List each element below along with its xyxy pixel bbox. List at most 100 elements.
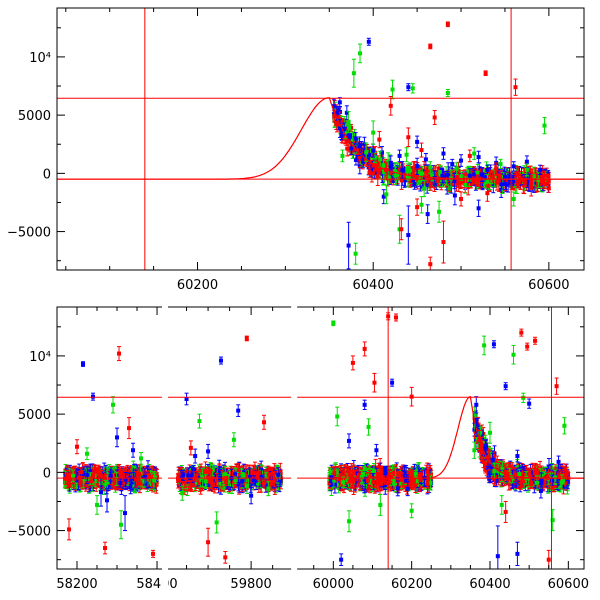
data-point [372,163,377,168]
data-point [343,130,348,135]
data-point [503,181,508,186]
top-series-point [452,185,457,206]
data-point [463,182,468,187]
data-point [396,174,401,179]
top-plot-data [57,8,584,270]
data-point [366,39,371,44]
data-point [428,262,433,267]
data-point [499,182,504,187]
data-point [417,172,422,177]
data-point [361,153,366,158]
top-y-tick-label: 10⁴ [29,51,51,66]
data-point [362,142,367,147]
top-cloud-point [347,124,352,131]
top-series-point [511,191,516,207]
data-point [454,166,459,171]
data-point [391,175,396,180]
data-point [406,233,411,238]
top-series-point [459,191,464,207]
top-series-point [459,154,464,167]
top-series-point [498,158,503,170]
data-point [388,103,393,108]
top-series-point [415,135,420,149]
data-point [546,186,551,191]
top-series-point [399,218,404,241]
data-point [368,149,373,154]
data-point [406,135,411,140]
top-cloud-point [511,175,516,186]
data-point [491,183,496,188]
top-series-point [476,150,481,164]
top-plot-frame [56,7,585,271]
top-series-point [472,147,477,160]
data-point [538,167,543,172]
data-point [423,157,428,162]
data-point [546,179,551,184]
top-series-point [428,256,433,270]
top-series-point [476,199,481,217]
data-point [515,182,520,187]
data-point [485,191,490,196]
top-series-point [351,58,356,88]
top-series-point [371,120,376,145]
data-point [536,177,541,182]
top-series-point [415,157,420,176]
data-point [425,182,430,187]
data-point [437,209,442,214]
data-point [399,227,404,232]
data-point [332,114,337,119]
data-point [345,146,350,151]
data-point [367,170,372,175]
data-point [490,175,495,180]
data-point [459,179,464,184]
top-y-tick-label: 5000 [18,109,51,124]
top-series-point [432,109,437,125]
top-series-point [337,97,342,108]
top-series-point [441,147,446,160]
data-point [388,160,393,165]
data-point [355,146,360,151]
top-series-point [419,142,424,158]
top-series-point [423,153,428,166]
data-point [377,160,382,165]
top-series-point [406,83,411,92]
data-point [347,133,352,138]
data-point [410,86,415,91]
data-point [399,178,404,183]
data-point [537,173,542,178]
data-point [346,243,351,248]
top-series-point [353,132,358,145]
data-point [406,85,411,90]
top-series-point [428,43,433,50]
data-point [412,182,417,187]
data-point [359,148,364,153]
top-plot-panel: 60200 60400 60600 −5000 0 5000 10⁴ [7,7,585,293]
data-point [358,51,363,56]
data-point [390,87,395,92]
data-point [405,176,410,181]
data-point [397,170,402,175]
data-point [493,178,498,183]
data-point [444,180,449,185]
top-series-point [445,89,450,97]
data-point [381,194,386,199]
data-point [516,172,521,177]
data-point [357,155,362,160]
data-point [334,111,339,116]
top-cloud-point [440,168,445,184]
data-point [511,178,516,183]
data-point [445,22,450,27]
data-point [408,168,413,173]
top-y-tick-label: −5000 [7,226,51,241]
data-point [404,152,409,157]
data-point [483,71,488,76]
data-point [445,172,450,177]
top-series-point [437,200,442,223]
top-series-point [454,162,459,176]
top-cloud-point [490,171,495,183]
data-point [524,175,529,180]
data-point [502,174,507,179]
data-point [462,175,467,180]
top-series-point [524,163,529,177]
data-point [459,158,464,163]
